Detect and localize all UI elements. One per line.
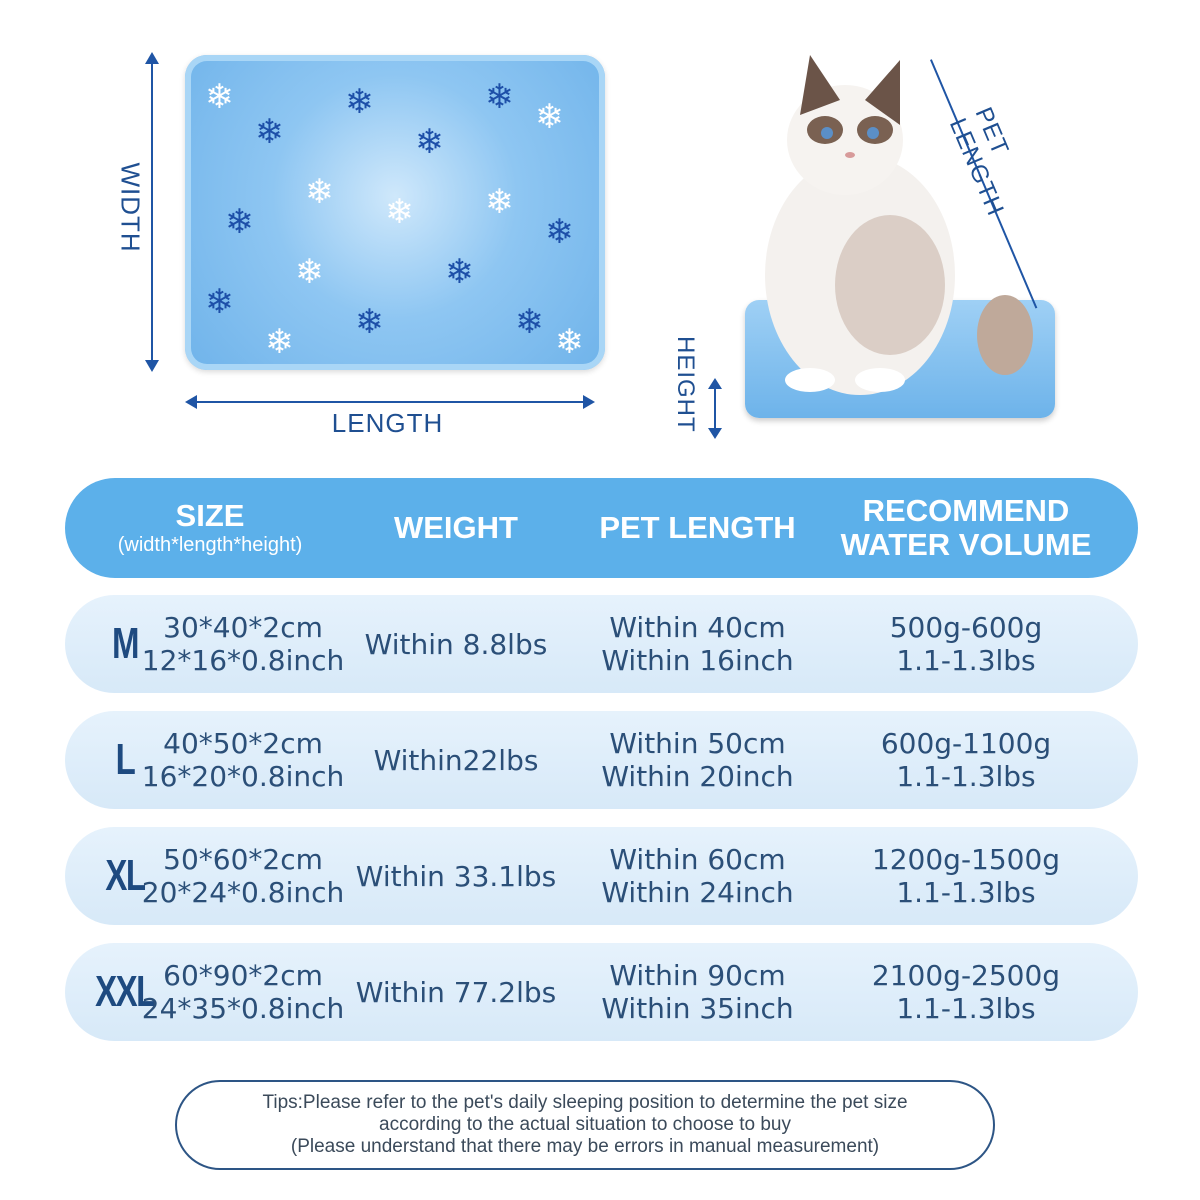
length-arrow (195, 401, 585, 403)
header-water-line2: WATER VOLUME (840, 527, 1092, 562)
arrow-head-icon (708, 378, 722, 389)
tips-box: Tips:Please refer to the pet's daily sle… (175, 1080, 995, 1170)
snowflake-icon: ❄ (545, 212, 574, 252)
size-cm: 30*40*2cm (163, 611, 323, 644)
snowflake-icon: ❄ (355, 302, 384, 342)
snowflake-icon: ❄ (515, 302, 544, 342)
cooling-mat-image: ❄ ❄ ❄ ❄ ❄ ❄ ❄ ❄ ❄ ❄ ❄ ❄ ❄ ❄ ❄ ❄ ❄ ❄ (185, 55, 605, 370)
snowflake-icon: ❄ (255, 112, 284, 152)
size-dimensions: 40*50*2cm 16*20*0.8inch (141, 711, 345, 809)
cat-image (765, 55, 1033, 395)
table-row: L 40*50*2cm 16*20*0.8inch Within22lbs Wit… (65, 711, 1138, 809)
header-size-label: SIZE (175, 498, 245, 533)
size-letter: XL (105, 851, 146, 900)
snowflake-icon: ❄ (225, 202, 254, 242)
tips-line: Tips:Please refer to the pet's daily sle… (262, 1092, 908, 1113)
water-grams: 600g-1100g (880, 727, 1052, 760)
header-weight: WEIGHT (345, 478, 567, 578)
width-arrow (151, 62, 153, 362)
header-size: SIZE (width*length*height) (75, 478, 345, 578)
pet-length-inch: Within 35inch (601, 992, 794, 1025)
weight-value: Within 77.2lbs (355, 975, 557, 1009)
size-inch: 16*20*0.8inch (141, 760, 345, 793)
header-weight-label: WEIGHT (394, 510, 518, 545)
table-row: XL 50*60*2cm 20*24*0.8inch Within 33.1lbs… (65, 827, 1138, 925)
width-label: WIDTH (115, 162, 146, 253)
weight-value: Within 33.1lbs (355, 859, 557, 893)
weight-cell: Within 33.1lbs (345, 827, 567, 925)
height-arrow (714, 385, 716, 435)
pet-length-inch: Within 20inch (601, 760, 794, 793)
water-cell: 1200g-1500g 1.1-1.3lbs (825, 827, 1107, 925)
size-dimensions: 30*40*2cm 12*16*0.8inch (141, 595, 345, 693)
height-label: HEIGHT (672, 336, 699, 433)
weight-cell: Within 8.8lbs (345, 595, 567, 693)
size-dimensions: 60*90*2cm 24*35*0.8inch (141, 943, 345, 1041)
snowflake-icon: ❄ (345, 82, 374, 122)
arrow-head-icon (145, 360, 159, 372)
arrow-head-icon (708, 428, 722, 439)
size-cm: 50*60*2cm (163, 843, 323, 876)
water-cell: 500g-600g 1.1-1.3lbs (825, 595, 1107, 693)
size-dimensions: 50*60*2cm 20*24*0.8inch (141, 827, 345, 925)
header-water: RECOMMEND WATER VOLUME (825, 478, 1107, 578)
header-pet-length: PET LENGTH (575, 478, 820, 578)
size-inch: 20*24*0.8inch (141, 876, 345, 909)
arrow-head-icon (185, 395, 197, 409)
water-lbs: 1.1-1.3lbs (896, 644, 1036, 677)
size-letter: XXL (95, 967, 156, 1016)
tips-line: (Please understand that there may be err… (290, 1136, 880, 1157)
snowflake-icon: ❄ (535, 97, 564, 137)
pet-length-cell: Within 60cm Within 24inch (575, 827, 820, 925)
snowflake-icon: ❄ (485, 182, 514, 222)
snowflake-icon: ❄ (385, 192, 414, 232)
pet-length-inch: Within 16inch (601, 644, 794, 677)
header-water-line1: RECOMMEND (862, 493, 1070, 528)
weight-cell: Within22lbs (345, 711, 567, 809)
pet-length-cm: Within 40cm (609, 611, 786, 644)
snowflake-icon: ❄ (555, 322, 584, 362)
length-label: LENGTH (331, 408, 444, 438)
size-cm: 40*50*2cm (163, 727, 323, 760)
pet-length-cell: Within 40cm Within 16inch (575, 595, 820, 693)
water-grams: 2100g-2500g (871, 959, 1061, 992)
water-cell: 2100g-2500g 1.1-1.3lbs (825, 943, 1107, 1041)
weight-cell: Within 77.2lbs (345, 943, 567, 1041)
snowflake-icon: ❄ (485, 77, 514, 117)
pet-length-cm: Within 50cm (609, 727, 786, 760)
table-row: M 30*40*2cm 12*16*0.8inch Within 8.8lbs W… (65, 595, 1138, 693)
tips-line: according to the actual situation to cho… (379, 1114, 791, 1135)
snowflake-icon: ❄ (265, 322, 294, 362)
weight-value: Within 8.8lbs (364, 627, 548, 661)
size-letter: M (112, 619, 139, 668)
header-size-sub: (width*length*height) (117, 534, 303, 556)
snowflake-icon: ❄ (205, 282, 234, 322)
size-letter: L (115, 735, 136, 784)
snowflake-icon: ❄ (205, 77, 234, 117)
water-cell: 600g-1100g 1.1-1.3lbs (825, 711, 1107, 809)
arrow-head-icon (145, 52, 159, 64)
snowflake-icon: ❄ (415, 122, 444, 162)
weight-value: Within22lbs (373, 743, 539, 777)
pet-length-inch: Within 24inch (601, 876, 794, 909)
water-grams: 1200g-1500g (871, 843, 1061, 876)
size-cm: 60*90*2cm (163, 959, 323, 992)
pet-length-cell: Within 90cm Within 35inch (575, 943, 820, 1041)
water-lbs: 1.1-1.3lbs (896, 760, 1036, 793)
water-grams: 500g-600g (889, 611, 1043, 644)
pet-length-cm: Within 60cm (609, 843, 786, 876)
water-lbs: 1.1-1.3lbs (896, 992, 1036, 1025)
snowflake-icon: ❄ (295, 252, 324, 292)
snowflake-icon: ❄ (445, 252, 474, 292)
pet-length-cell: Within 50cm Within 20inch (575, 711, 820, 809)
size-inch: 12*16*0.8inch (141, 644, 345, 677)
header-pet-length-label: PET LENGTH (599, 510, 796, 545)
snowflake-icon: ❄ (305, 172, 334, 212)
water-lbs: 1.1-1.3lbs (896, 876, 1036, 909)
table-row: XXL 60*90*2cm 24*35*0.8inch Within 77.2lb… (65, 943, 1138, 1041)
pet-length-cm: Within 90cm (609, 959, 786, 992)
size-inch: 24*35*0.8inch (141, 992, 345, 1025)
arrow-head-icon (583, 395, 595, 409)
table-header: SIZE (width*length*height) WEIGHT PET LE… (65, 478, 1138, 578)
